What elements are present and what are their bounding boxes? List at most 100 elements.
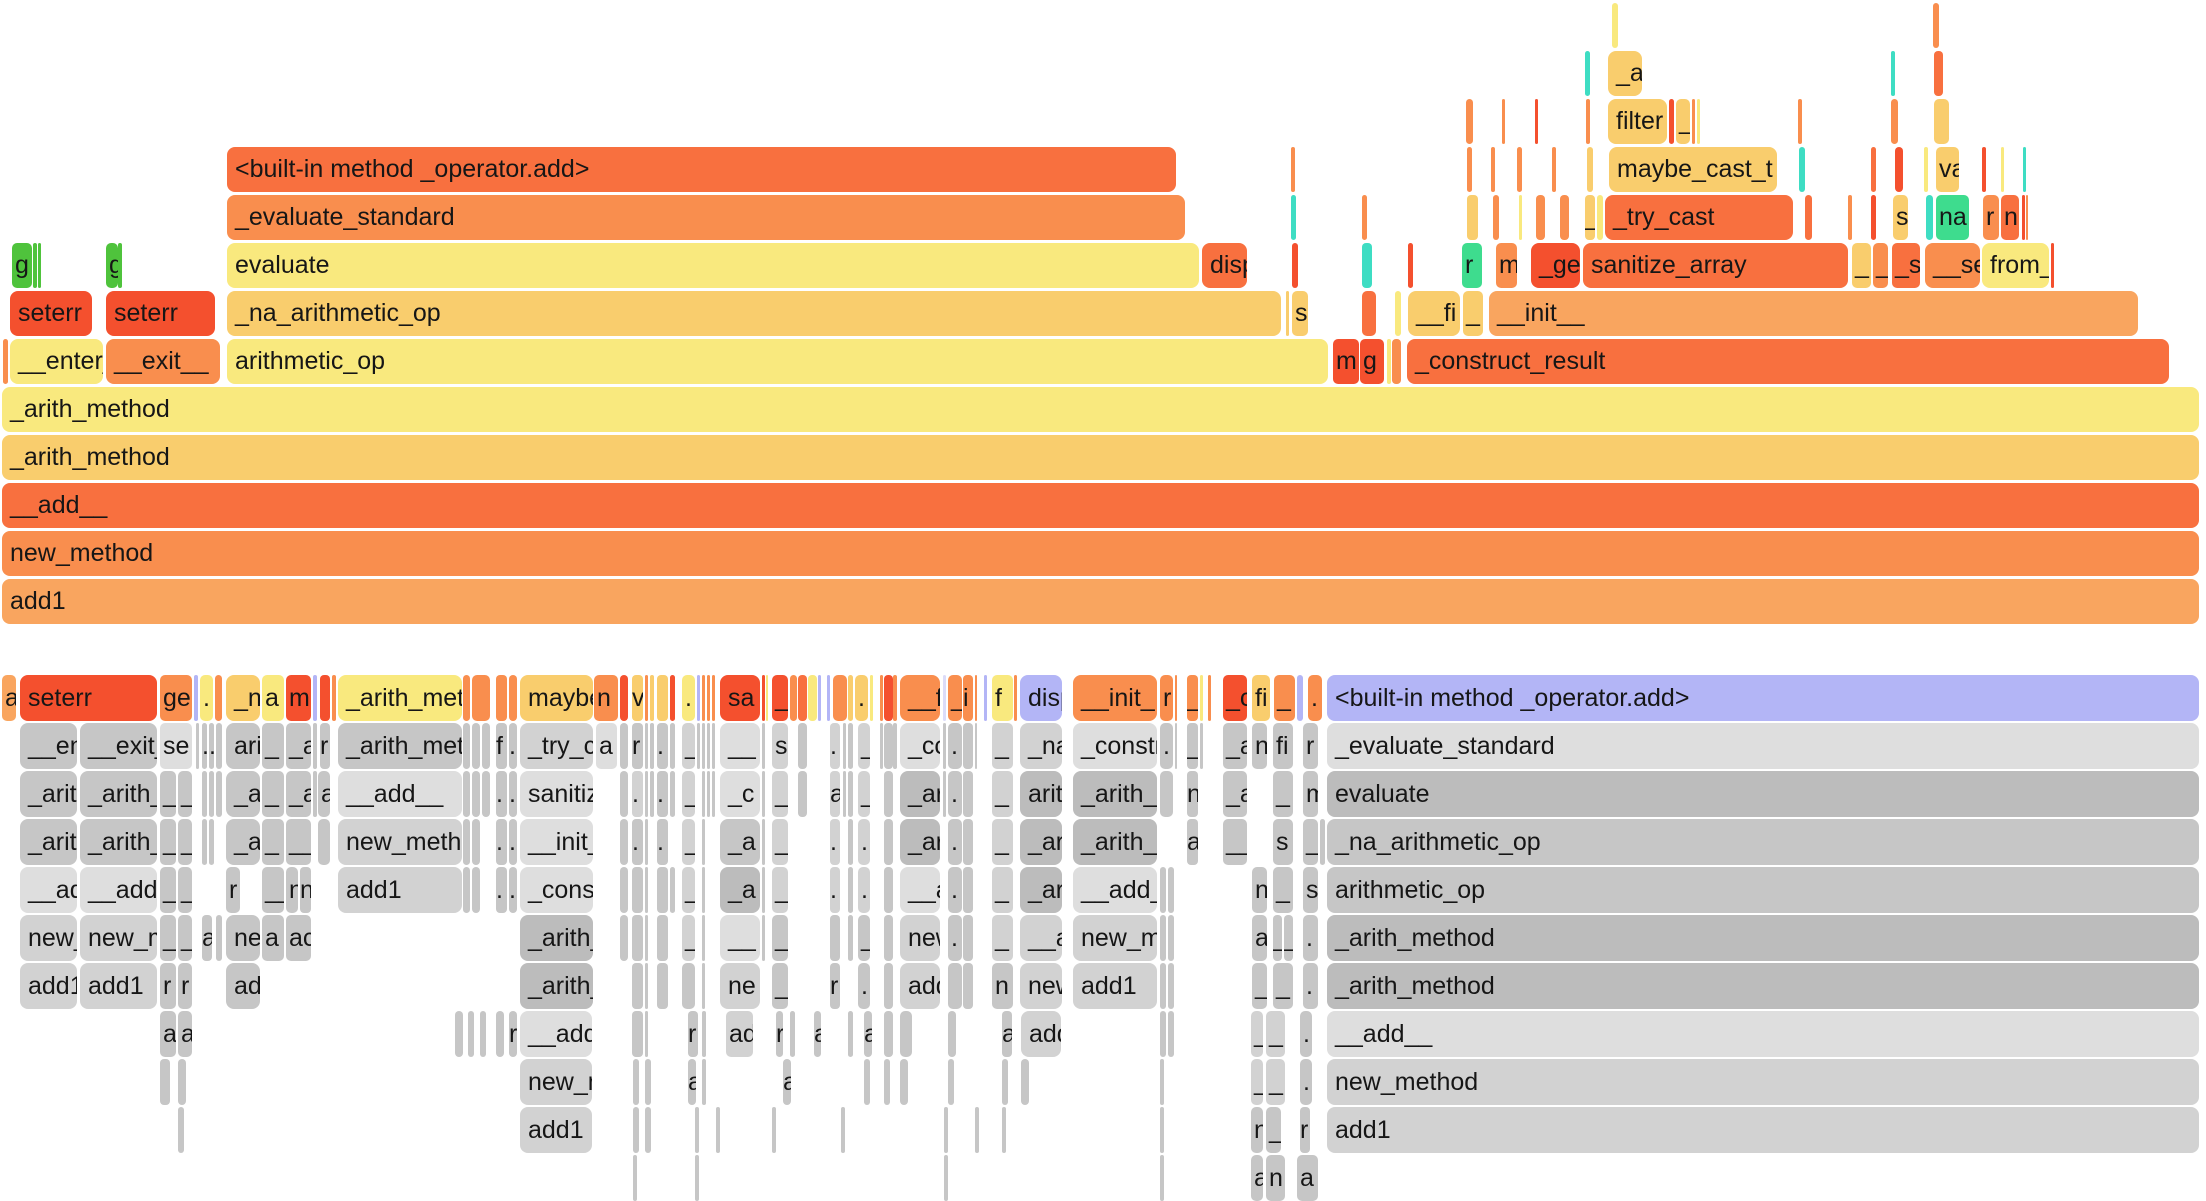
flame-frame-frame[interactable] (884, 867, 893, 913)
flame-frame-frame[interactable] (620, 675, 628, 721)
flame-frame-frame[interactable]: _ (1676, 99, 1690, 144)
flame-frame-n[interactable]: n (1252, 867, 1267, 913)
flame-frame-frame[interactable] (712, 771, 715, 817)
flame-frame-frame[interactable]: . (948, 867, 962, 913)
flame-frame-arith-method[interactable]: _arith_method (2, 435, 2199, 480)
flame-frame-fi[interactable]: fi (1273, 723, 1293, 769)
flame-frame-frame[interactable]: . (496, 867, 507, 913)
flame-frame-m[interactable]: m (1303, 771, 1318, 817)
flame-frame-frame[interactable]: . (948, 723, 962, 769)
flame-frame-frame[interactable] (482, 771, 490, 817)
flame-frame-frame[interactable]: _ (772, 675, 788, 721)
flame-frame-na-arithmetic-op[interactable]: _na_arithmetic_op (1327, 819, 2199, 865)
flame-frame-s[interactable]: _s (1892, 243, 1920, 288)
flame-frame-a[interactable]: a (2, 675, 16, 721)
flame-frame-m[interactable]: m (1333, 339, 1359, 384)
flame-frame-ne[interactable]: ne (720, 963, 760, 1009)
flame-frame-frame[interactable] (1387, 339, 1391, 384)
flame-frame-f[interactable]: f (496, 723, 507, 769)
flame-frame-a[interactable]: a (1297, 1155, 1318, 1201)
flame-frame-frame[interactable] (1891, 51, 1895, 96)
flame-frame-frame[interactable] (963, 723, 973, 769)
flame-frame-frame[interactable]: _ (160, 867, 176, 913)
flame-frame-new-method[interactable]: new_method (1327, 1059, 2199, 1105)
flame-frame-r[interactable]: r (830, 963, 840, 1009)
flame-frame-frame[interactable] (632, 1011, 643, 1057)
flame-frame-new-method[interactable]: new_method (2, 531, 2199, 576)
flame-frame-r[interactable]: r (509, 1011, 517, 1057)
flame-frame-arith-method[interactable]: _arith_method (520, 915, 593, 961)
flame-frame-frame[interactable] (1597, 195, 1603, 240)
flame-frame-arith-method[interactable]: _arith_method (1073, 819, 1157, 865)
flame-frame-disp[interactable]: disp (1020, 675, 1062, 721)
flame-frame-frame[interactable]: . (496, 819, 507, 865)
flame-frame-ar[interactable]: _ar (1020, 867, 1062, 913)
flame-frame-frame[interactable]: _ (1274, 675, 1295, 721)
flame-frame-frame[interactable] (697, 723, 700, 769)
flame-frame-frame[interactable] (1292, 243, 1298, 288)
flame-frame-frame[interactable] (848, 867, 853, 913)
flame-frame-frame[interactable] (509, 675, 517, 721)
flame-frame-frame[interactable] (472, 771, 480, 817)
flame-frame-frame[interactable]: __ (720, 915, 760, 961)
flame-frame-m[interactable]: m (286, 675, 311, 721)
flame-frame-sanitize-array[interactable]: sanitize_array (1583, 243, 1848, 288)
flame-frame-frame[interactable]: . (1300, 1011, 1312, 1057)
flame-frame-frame[interactable]: . (682, 675, 695, 721)
flame-frame-frame[interactable] (2026, 195, 2028, 240)
flame-frame-frame[interactable] (463, 723, 470, 769)
flame-frame-arith-method[interactable]: _arith_method (1327, 915, 2199, 961)
flame-frame-new-method[interactable]: new_method (1073, 915, 1157, 961)
flame-frame-frame[interactable] (480, 1011, 486, 1057)
flame-frame-a[interactable]: a (178, 1011, 192, 1057)
flame-frame-a[interactable]: a (1251, 1155, 1263, 1201)
flame-frame-maybe-cast-t[interactable]: maybe_cast_t (1609, 147, 1777, 192)
flame-frame-frame[interactable] (209, 771, 214, 817)
flame-frame-frame[interactable] (33, 243, 37, 288)
flame-frame-frame[interactable]: . (830, 867, 840, 913)
flame-frame-frame[interactable] (1535, 99, 1538, 144)
flame-frame-arithmetic-op[interactable]: arithmetic_op (1327, 867, 2199, 913)
flame-frame-evaluate[interactable]: evaluate (1327, 771, 2199, 817)
flame-frame-frame[interactable] (1934, 51, 1943, 96)
flame-frame-frame[interactable]: _ (992, 819, 1013, 865)
flame-frame-frame[interactable]: _ (772, 867, 788, 913)
flame-frame-frame[interactable] (848, 723, 853, 769)
flame-frame-frame[interactable] (1362, 291, 1376, 336)
flame-frame-ac[interactable]: ac (1252, 915, 1267, 961)
flame-frame-frame[interactable] (975, 723, 977, 769)
flame-frame-frame[interactable] (1002, 1059, 1008, 1105)
flame-frame-arith-method[interactable]: _arith_method (2, 387, 2199, 432)
flame-frame-add1[interactable]: add1 (520, 1107, 592, 1153)
flame-frame-frame[interactable] (3, 339, 8, 384)
flame-frame-frame[interactable] (702, 867, 705, 913)
flame-frame-frame[interactable] (202, 771, 207, 817)
flame-frame-frame[interactable] (1286, 291, 1289, 336)
flame-frame-frame[interactable] (963, 963, 973, 1009)
flame-frame-frame[interactable]: . (632, 819, 643, 865)
flame-frame-frame[interactable]: . (1308, 675, 1322, 721)
flame-frame-frame[interactable] (463, 675, 470, 721)
flame-frame-arith-method[interactable]: _arith_method (20, 819, 77, 865)
flame-frame-frame[interactable]: . (1303, 963, 1318, 1009)
flame-frame-ad[interactable]: ad (226, 963, 260, 1009)
flame-frame-frame[interactable]: . (830, 723, 840, 769)
flame-frame-ar[interactable]: _ar (1020, 819, 1062, 865)
flame-frame-frame[interactable] (1587, 147, 1593, 192)
flame-frame-a[interactable]: a (783, 1059, 791, 1105)
flame-frame-add[interactable]: __add__ (20, 867, 77, 913)
flame-frame-frame[interactable] (1924, 147, 1928, 192)
flame-frame-m[interactable]: m (1496, 243, 1517, 288)
flame-frame-frame[interactable] (772, 1107, 776, 1153)
flame-frame-frame[interactable] (1871, 147, 1876, 192)
flame-frame-r[interactable]: r (776, 1011, 783, 1057)
flame-frame-frame[interactable] (702, 915, 705, 961)
flame-frame-frame[interactable]: _ (262, 819, 284, 865)
flame-frame-try-cast[interactable]: _try_cast (1605, 195, 1793, 240)
flame-frame-na[interactable]: na (1936, 195, 1969, 240)
flame-frame-frame[interactable]: _ (1187, 723, 1198, 769)
flame-frame-frame[interactable]: . (657, 723, 668, 769)
flame-frame-frame[interactable] (645, 1059, 651, 1105)
flame-frame-frame[interactable] (848, 1011, 853, 1057)
flame-frame-r[interactable]: r (320, 723, 330, 769)
